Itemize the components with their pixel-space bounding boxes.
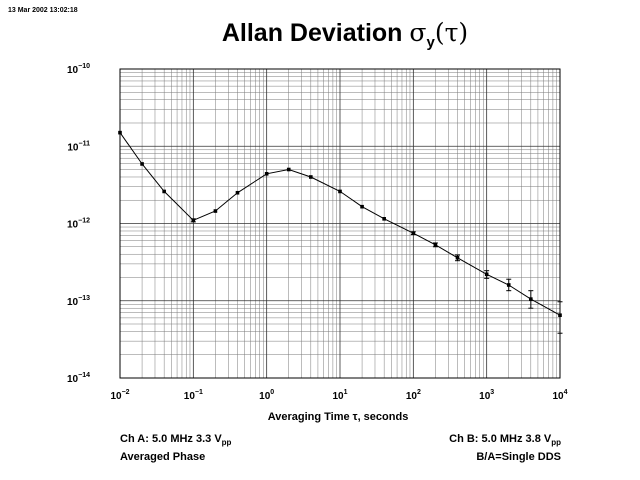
channel-b-sub: pp: [551, 438, 561, 448]
data-point: [455, 255, 460, 260]
x-tick-label: 101: [332, 389, 347, 402]
x-tick-label: 104: [552, 389, 567, 402]
title-symbol: σ: [409, 18, 427, 47]
data-point: [360, 204, 364, 209]
x-tick-label: 102: [406, 389, 421, 402]
data-point: [235, 190, 240, 195]
y-tick-labels: 10−10 10−11 10−12 10−13 10−14: [67, 63, 90, 385]
chart-title: Allan Deviation σy(τ): [200, 18, 490, 51]
data-point: [213, 209, 218, 213]
data-point: [309, 175, 313, 179]
footer-right: Ch B: 5.0 MHz 3.8 Vpp B/A=Single DDS: [449, 432, 561, 464]
plot-border: [119, 68, 561, 379]
data-point: [506, 283, 511, 287]
grid-lines: [120, 69, 560, 378]
data-point: [382, 217, 386, 221]
y-tick-label: 10−14: [67, 372, 90, 385]
y-tick-label: 10−13: [67, 295, 90, 308]
y-tick-label: 10−12: [67, 218, 90, 231]
title-subscript: y: [426, 34, 435, 51]
channel-a-line: Ch A: 5.0 MHz 3.3 Vpp: [120, 432, 231, 450]
averaged-phase-line: Averaged Phase: [120, 451, 206, 464]
ratio-line: B/A=Single DDS: [476, 451, 561, 464]
data-point: [484, 272, 489, 277]
y-tick-label: 10−11: [67, 140, 90, 153]
title-text: Allan Deviation: [221, 19, 410, 47]
data-point: [433, 242, 438, 247]
plot-frame: [119, 68, 561, 379]
data-point: [140, 162, 144, 166]
x-tick-labels: 10−2 10−1 100 101 102 103 104: [110, 389, 567, 402]
channel-a-sub: pp: [221, 438, 232, 448]
data-point: [162, 189, 166, 194]
data-point: [529, 297, 533, 301]
x-tick-label: 103: [479, 389, 494, 402]
timestamp: 13 Mar 2002 13:02:18: [8, 7, 78, 14]
data-point: [264, 171, 269, 176]
channel-a-text: Ch A: 5.0 MHz 3.3 V: [120, 433, 222, 445]
x-tick-label: 100: [259, 389, 274, 402]
y-tick-label: 10−10: [67, 63, 90, 76]
x-tick-label: 10−2: [110, 389, 129, 402]
data-point: [411, 231, 416, 235]
data-series: [118, 130, 563, 334]
channel-b-line: Ch B: 5.0 MHz 3.8 Vpp: [449, 432, 561, 450]
data-point: [118, 130, 122, 135]
data-point: [191, 218, 196, 223]
data-point: [338, 189, 342, 194]
x-tick-label: 10−1: [184, 389, 203, 402]
channel-b-text: Ch B: 5.0 MHz 3.8 V: [449, 433, 552, 445]
footer-left: Ch A: 5.0 MHz 3.3 Vpp Averaged Phase: [120, 432, 231, 464]
data-point: [558, 313, 562, 318]
data-point: [286, 167, 291, 172]
x-axis-label: Averaging Time τ, seconds: [268, 411, 409, 423]
title-arg: (τ): [434, 18, 469, 47]
